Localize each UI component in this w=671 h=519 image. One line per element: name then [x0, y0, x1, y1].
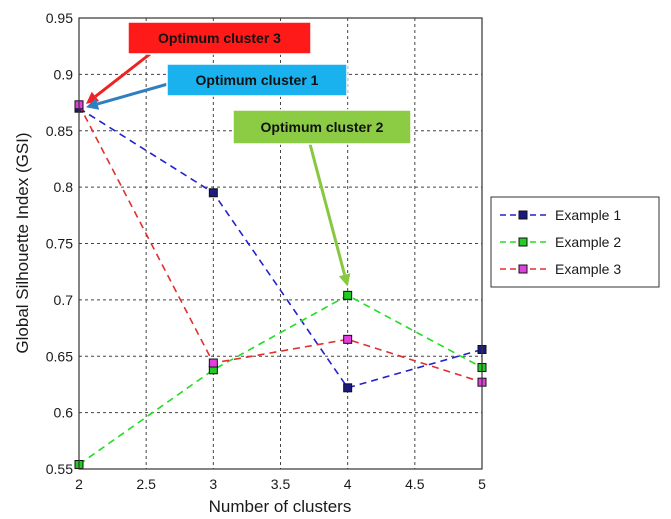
legend: Example 1 Example 2 Example 3: [490, 196, 660, 288]
x-tick-label: 5: [478, 476, 486, 492]
callout-2-arrow: [97, 80, 176, 106]
y-tick-label: 0.85: [46, 123, 73, 139]
callout-2-box: [166, 63, 348, 97]
x-tick-label: 2.5: [136, 476, 156, 492]
x-axis-label: Number of clusters: [209, 497, 352, 516]
data-point-example-2: [343, 290, 353, 300]
x-tick-labels: 2 2.5 3 3.5 4 4.5 5: [75, 476, 486, 492]
callout-3-arrowhead: [338, 273, 351, 287]
callout-2-arrowhead: [86, 98, 100, 110]
plot-frame: [78, 17, 483, 470]
y-tick-label: 0.65: [46, 348, 73, 364]
y-axis-label: Global Silhouette Index (GSI): [13, 132, 32, 353]
data-point-example-1: [343, 383, 353, 393]
x-tick-label: 2: [75, 476, 83, 492]
x-tick-label: 3.5: [271, 476, 291, 492]
legend-label-example-3: Example 3: [555, 261, 621, 277]
series-line-example-2: [78, 294, 483, 466]
y-tick-label: 0.9: [54, 66, 74, 82]
callout-1-arrow: [94, 52, 151, 98]
legend-marker-example-3: [518, 264, 528, 274]
y-tick-label: 0.8: [54, 179, 74, 195]
callout-1-label: Optimum cluster 3: [158, 30, 281, 46]
legend-marker-example-1: [518, 210, 528, 220]
y-tick-label: 0.6: [54, 405, 74, 421]
x-tick-label: 3: [209, 476, 217, 492]
data-point-example-3: [343, 334, 353, 344]
callout-1-box: [127, 21, 312, 55]
legend-marker-example-2: [518, 237, 528, 247]
y-tick-label: 0.7: [54, 292, 74, 308]
series-line-example-1: [78, 107, 483, 389]
legend-label-example-1: Example 1: [555, 207, 621, 223]
x-tick-label: 4.5: [405, 476, 425, 492]
y-tick-labels: 0.55 0.6 0.65 0.7 0.75 0.8 0.85 0.9 0.95: [46, 10, 73, 477]
y-tick-label: 0.55: [46, 461, 73, 477]
data-point-example-1: [208, 188, 218, 198]
callout-3-label: Optimum cluster 2: [261, 119, 384, 135]
legend-label-example-2: Example 2: [555, 234, 621, 250]
data-point-example-3: [208, 358, 218, 368]
y-tick-label: 0.95: [46, 10, 73, 26]
y-tick-label: 0.75: [46, 236, 73, 252]
callout-3-box: [232, 109, 412, 145]
annotations: Optimum cluster 3 Optimum cluster 1 Optimu…: [86, 21, 412, 287]
series-line-example-3: [78, 104, 483, 383]
callout-3-arrow: [308, 143, 347, 276]
x-tick-label: 4: [344, 476, 352, 492]
callout-2-label: Optimum cluster 1: [196, 72, 319, 88]
grid-lines: [79, 18, 482, 469]
